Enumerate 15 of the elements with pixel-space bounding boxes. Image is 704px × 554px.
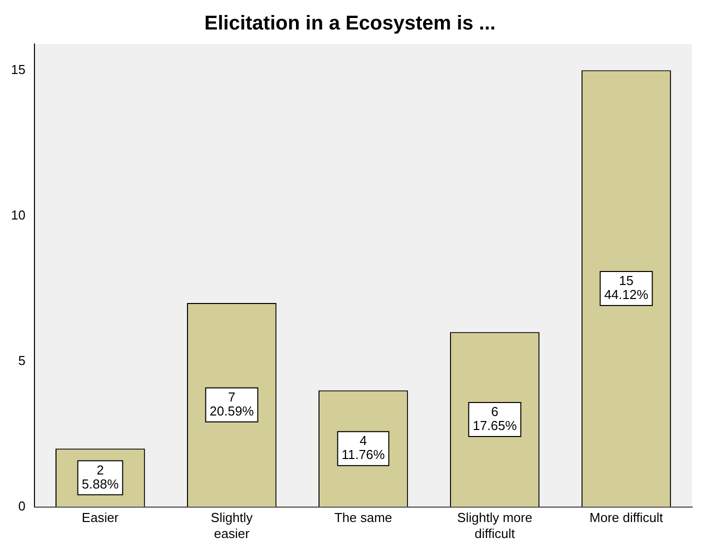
x-tick-label: Slightly more difficult: [457, 510, 532, 541]
data-label: 2 5.88%: [82, 462, 120, 492]
data-label: 4 11.76%: [342, 433, 386, 462]
x-tick-label: The same: [334, 510, 392, 526]
data-label: 7 20.59%: [210, 390, 254, 419]
y-tick-label: 5: [18, 352, 26, 368]
y-tick-label: 10: [10, 207, 26, 222]
x-tick-label: More difficult: [590, 510, 664, 526]
data-label: 6 17.65%: [472, 404, 518, 434]
chart-title: Elicitation in a Ecosystem is ...: [204, 12, 496, 35]
y-tick-label: 15: [10, 62, 26, 77]
x-tick-label: Slightly easier: [210, 510, 254, 541]
x-tick-label: Easier: [82, 510, 120, 526]
y-tick-label: 0: [18, 498, 26, 514]
data-label: 15 44.12%: [604, 273, 649, 302]
